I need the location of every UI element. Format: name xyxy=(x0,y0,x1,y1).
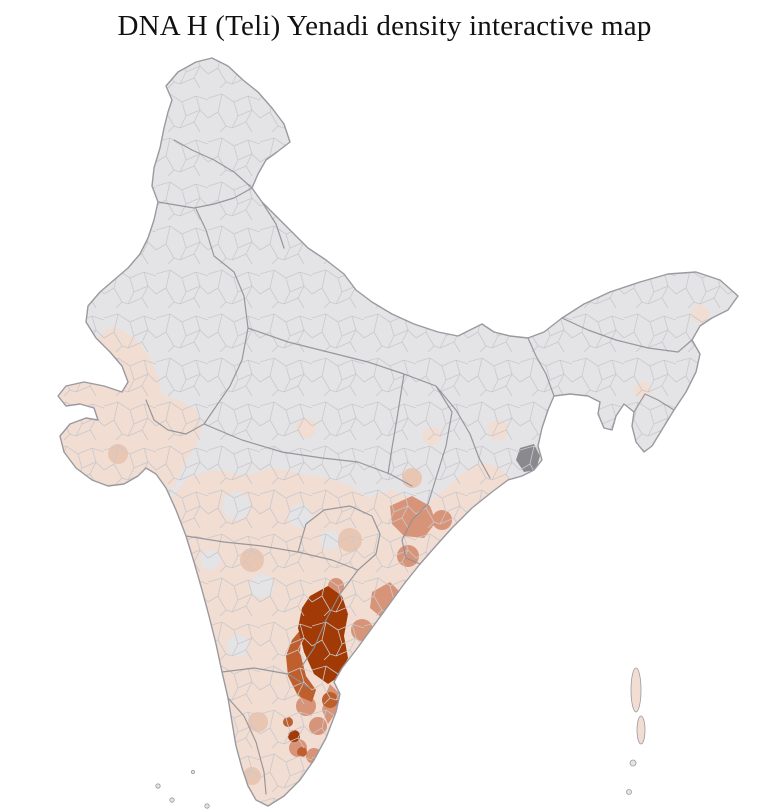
andaman-island-north[interactable] xyxy=(630,667,642,713)
lakshadweep-island-a[interactable] xyxy=(190,770,195,775)
nicobar-island-b[interactable] xyxy=(626,789,632,795)
lakshadweep-island-c[interactable] xyxy=(169,797,175,803)
lakshadweep-island-b[interactable] xyxy=(155,783,161,789)
andaman-nicobar-islands[interactable] xyxy=(626,667,646,795)
nicobar-island-a[interactable] xyxy=(629,759,637,767)
page-title: DNA H (Teli) Yenadi density interactive … xyxy=(117,10,652,42)
lakshadweep-islands[interactable] xyxy=(155,770,210,809)
lakshadweep-island-d[interactable] xyxy=(204,803,210,809)
andaman-island-south[interactable] xyxy=(636,715,646,745)
state-boundaries xyxy=(145,139,693,795)
